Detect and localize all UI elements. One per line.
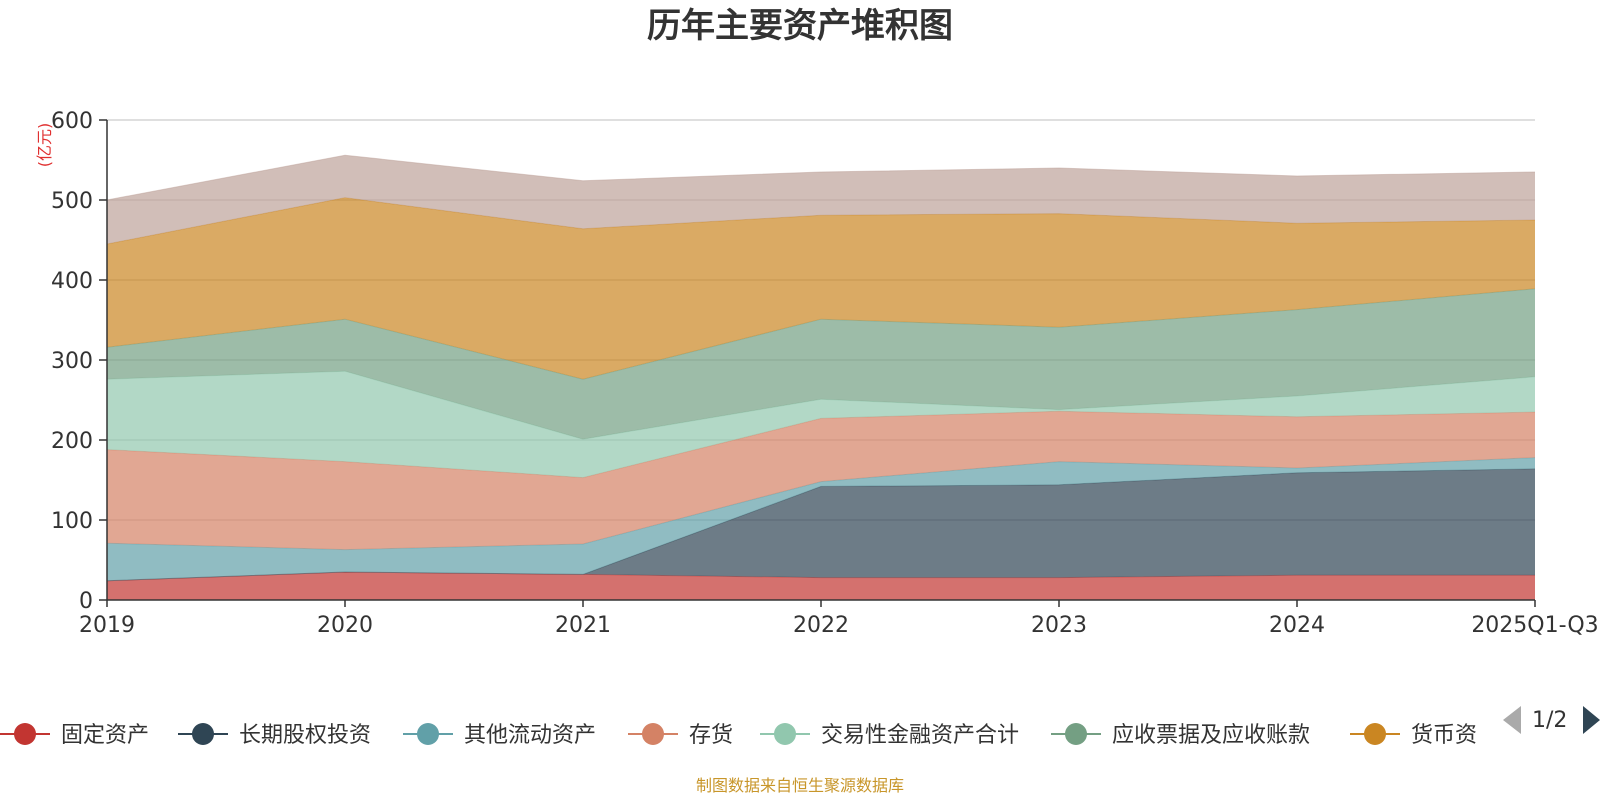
- area-series-layer[interactable]: [106, 154, 1536, 600]
- area-series-7[interactable]: [107, 155, 1535, 244]
- y-tick-label: 100: [51, 509, 93, 534]
- area-series-edge-7: [106, 154, 1536, 201]
- legend-item-6[interactable]: 货币资: [1350, 723, 1477, 748]
- area-series-5[interactable]: [107, 288, 1535, 440]
- y-tick-label: 500: [51, 189, 93, 214]
- legend-label: 长期股权投资: [239, 723, 371, 748]
- x-tick-label: 2023: [1031, 613, 1087, 638]
- x-tick-label: 2022: [793, 613, 849, 638]
- legend-label: 其他流动资产: [464, 723, 596, 748]
- x-axis-ticks: 2019 2020 2021 2022 2023 2024 2025Q1-Q3: [79, 600, 1599, 638]
- legend-marker-icon: [417, 723, 439, 745]
- legend-item-5[interactable]: 应收票据及应收账款: [1051, 723, 1310, 748]
- area-series-3[interactable]: [107, 411, 1535, 550]
- legend-item-0[interactable]: 固定资产: [0, 723, 149, 748]
- x-tick-label: 2021: [555, 613, 611, 638]
- y-tick-label: 300: [51, 349, 93, 374]
- area-series-2[interactable]: [107, 457, 1535, 581]
- legend-marker-icon: [14, 723, 36, 745]
- area-series-1[interactable]: [107, 468, 1535, 581]
- legend-label: 交易性金融资产合计: [821, 723, 1019, 748]
- legend-next-page-icon[interactable]: [1583, 706, 1600, 734]
- y-tick-label: 600: [51, 109, 93, 134]
- legend-item-4[interactable]: 交易性金融资产合计: [760, 723, 1019, 748]
- x-tick-label: 2019: [79, 613, 135, 638]
- legend-label: 固定资产: [61, 723, 149, 748]
- area-series-4[interactable]: [107, 371, 1535, 478]
- x-tick-label: 2024: [1269, 613, 1325, 638]
- area-series-6[interactable]: [107, 197, 1535, 380]
- legend-label: 应收票据及应收账款: [1112, 723, 1310, 748]
- legend-marker-icon: [642, 723, 664, 745]
- legend-marker-icon: [1065, 723, 1087, 745]
- legend-prev-page-icon[interactable]: [1503, 706, 1521, 734]
- chart-title: 历年主要资产堆积图: [647, 6, 953, 46]
- legend-marker-icon: [192, 723, 214, 745]
- legend-item-3[interactable]: 存货: [628, 723, 733, 748]
- legend-page-indicator: 1/2: [1532, 708, 1567, 733]
- x-tick-label: 2025Q1-Q3: [1471, 613, 1598, 638]
- legend-label: 存货: [689, 723, 733, 748]
- legend-item-2[interactable]: 其他流动资产: [403, 723, 596, 748]
- y-axis-ticks: 0 100 200 300 400 500 600: [51, 109, 107, 614]
- legend-pager[interactable]: 1/2: [1503, 706, 1600, 734]
- legend-item-1[interactable]: 长期股权投资: [178, 723, 371, 748]
- y-tick-label: 400: [51, 269, 93, 294]
- y-tick-label: 200: [51, 429, 93, 454]
- legend[interactable]: 固定资产 长期股权投资 其他流动资产 存货 交易性金融资产合计 应收票据及应收账款 货币资: [0, 723, 1477, 748]
- y-tick-label: 0: [79, 589, 93, 614]
- legend-marker-icon: [1364, 723, 1386, 745]
- y-axis-unit-label: (亿元): [35, 123, 54, 168]
- legend-marker-icon: [774, 723, 796, 745]
- legend-label: 货币资: [1411, 723, 1477, 748]
- x-tick-label: 2020: [317, 613, 373, 638]
- area-series-0[interactable]: [107, 572, 1535, 600]
- data-source-note: 制图数据来自恒生聚源数据库: [696, 776, 904, 795]
